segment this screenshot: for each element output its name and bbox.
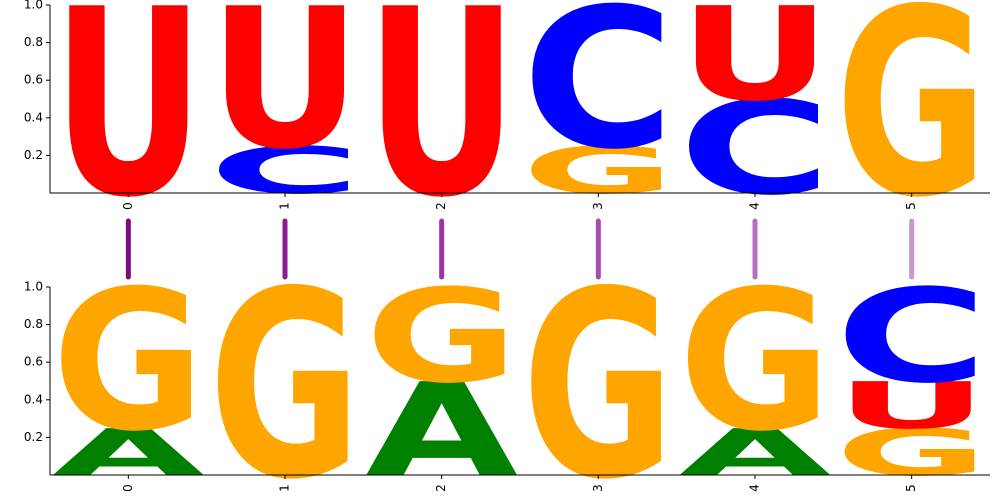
x-tick-label: 0 — [121, 202, 135, 210]
x-tick-label: 3 — [591, 484, 605, 492]
letter: U — [835, 369, 988, 444]
letter: U — [209, 0, 362, 192]
y-tick-label: 0.8 — [24, 35, 43, 49]
x-tick-label: 3 — [591, 202, 605, 210]
x-tick-label: 1 — [278, 202, 292, 210]
letter: G — [52, 249, 205, 474]
letter: C — [835, 262, 988, 412]
y-tick-label: 0.8 — [24, 317, 43, 331]
x-tick-label: 5 — [904, 202, 918, 210]
letter: U — [52, 0, 205, 254]
y-tick-label: 0.4 — [24, 392, 43, 406]
x-tick-label: 2 — [434, 484, 448, 492]
x-tick-label: 4 — [748, 202, 762, 210]
x-tick-label: 2 — [434, 202, 448, 210]
y-tick-label: 0.6 — [24, 355, 43, 369]
y-tick-label: 0.6 — [24, 73, 43, 87]
x-tick-label: 1 — [278, 484, 292, 492]
y-tick-label: 0.2 — [24, 148, 43, 162]
y-tick-label: 0.2 — [24, 430, 43, 444]
letter: G — [679, 249, 832, 474]
x-tick-label: 4 — [748, 484, 762, 492]
x-tick-label: 5 — [904, 484, 918, 492]
y-tick-label: 1.0 — [24, 280, 43, 294]
letter: G — [522, 236, 675, 500]
y-tick-label: 1.0 — [24, 0, 43, 12]
letter: G — [835, 0, 988, 254]
letter: G — [209, 236, 362, 500]
letter: C — [679, 74, 832, 224]
letter: C — [522, 0, 675, 192]
letter: G — [365, 262, 518, 412]
letter: U — [679, 0, 832, 130]
y-tick-label: 0.4 — [24, 110, 43, 124]
x-tick-label: 0 — [121, 484, 135, 492]
letter: U — [365, 0, 518, 254]
